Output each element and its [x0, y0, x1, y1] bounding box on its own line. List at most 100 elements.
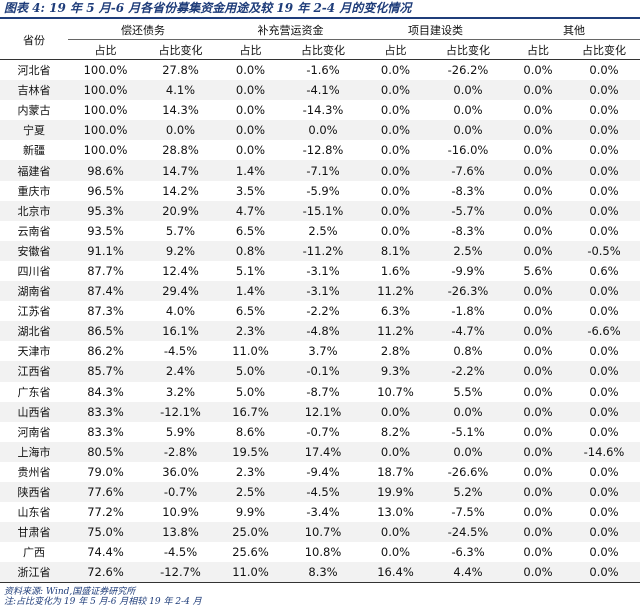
value-cell: -1.6% [283, 59, 363, 81]
value-cell: 86.2% [68, 341, 143, 362]
table-row: 宁夏 100.0% 0.0% 0.0% 0.0% 0.0% 0.0% 0.0% 0.0% [0, 120, 640, 141]
province-cell: 福建省 [0, 160, 68, 181]
province-cell: 贵州省 [0, 461, 68, 482]
value-cell: 3.7% [283, 341, 363, 362]
value-cell: 9.2% [143, 240, 218, 261]
value-cell: 83.3% [68, 401, 143, 422]
value-cell: -12.1% [143, 401, 218, 422]
table-row: 内蒙古 100.0% 14.3% 0.0% -14.3% 0.0% 0.0% 0.0% 0.0% [0, 100, 640, 121]
value-cell: -2.2% [283, 301, 363, 322]
value-cell: 0.0% [508, 321, 568, 342]
value-cell: 20.9% [143, 200, 218, 221]
province-cell: 江西省 [0, 361, 68, 382]
value-cell: 0.0% [428, 120, 508, 141]
value-cell: 0.0% [508, 140, 568, 161]
value-cell: 10.8% [283, 542, 363, 563]
table-row: 甘肃省 75.0% 13.8% 25.0% 10.7% 0.0% -24.5% 0.0% 0.0… [0, 522, 640, 543]
value-cell: 0.0% [218, 80, 283, 101]
value-cell: 0.0% [283, 120, 363, 141]
value-cell: -7.1% [283, 160, 363, 181]
value-cell: 9.9% [218, 502, 283, 523]
value-cell: 10.7% [283, 522, 363, 543]
value-cell: -12.8% [283, 140, 363, 161]
value-cell: 0.0% [568, 481, 640, 503]
table-row: 河北省 100.0% 27.8% 0.0% -1.6% 0.0% -26.2% 0.0% 0.0… [0, 59, 640, 81]
value-cell: 0.0% [363, 160, 428, 181]
value-cell: 84.3% [68, 381, 143, 402]
value-cell: 14.7% [143, 160, 218, 181]
value-cell: 0.8% [428, 341, 508, 362]
province-cell: 湖北省 [0, 321, 68, 342]
value-cell: -2.8% [143, 441, 218, 462]
value-cell: 27.8% [143, 59, 218, 81]
group-header-working-capital: 补充营运资金 [218, 20, 363, 40]
province-header: 省份 [0, 20, 68, 60]
value-cell: 0.0% [363, 100, 428, 121]
value-cell: 0.0% [363, 180, 428, 201]
value-cell: -14.6% [568, 441, 640, 462]
value-cell: 0.0% [568, 461, 640, 482]
value-cell: -7.6% [428, 160, 508, 181]
value-cell: 0.0% [508, 441, 568, 462]
value-cell: -4.5% [143, 341, 218, 362]
value-cell: -9.9% [428, 260, 508, 282]
value-cell: -24.5% [428, 522, 508, 543]
value-cell: 0.0% [568, 421, 640, 442]
sub-header: 占比变化 [283, 39, 363, 60]
value-cell: 0.0% [218, 140, 283, 161]
value-cell: 0.0% [508, 381, 568, 402]
value-cell: 0.0% [428, 441, 508, 462]
value-cell: 100.0% [68, 120, 143, 141]
table-row: 广东省 84.3% 3.2% 5.0% -8.7% 10.7% 5.5% 0.0% 0.0% [0, 381, 640, 402]
value-cell: -11.2% [283, 240, 363, 261]
value-cell: 0.0% [568, 341, 640, 362]
value-cell: 36.0% [143, 461, 218, 482]
value-cell: 28.8% [143, 140, 218, 161]
figure-title: 图表 4: 19 年 5 月-6 月各省份募集资金用途及较 19 年 2-4 月… [4, 1, 412, 15]
value-cell: 0.0% [508, 562, 568, 584]
value-cell: 93.5% [68, 220, 143, 241]
value-cell: 11.2% [363, 321, 428, 342]
value-cell: 0.0% [508, 341, 568, 362]
value-cell: 2.8% [363, 341, 428, 362]
value-cell: 0.8% [218, 240, 283, 261]
value-cell: 0.0% [363, 120, 428, 141]
value-cell: 0.0% [568, 59, 640, 81]
value-cell: 0.0% [508, 100, 568, 121]
sub-header: 占比 [68, 39, 143, 60]
value-cell: 5.6% [508, 260, 568, 282]
value-cell: 4.1% [143, 80, 218, 101]
value-cell: 0.0% [508, 180, 568, 201]
funding-usage-table: 省份 偿还债务 补充营运资金 项目建设类 其他 占比 占比变化 占比 占比变化 … [0, 20, 640, 584]
value-cell: 75.0% [68, 522, 143, 543]
value-cell: 13.0% [363, 502, 428, 523]
value-cell: 4.0% [143, 301, 218, 322]
value-cell: 0.0% [568, 100, 640, 121]
value-cell: 10.9% [143, 502, 218, 523]
value-cell: 0.0% [428, 100, 508, 121]
province-cell: 广西 [0, 542, 68, 563]
value-cell: 6.5% [218, 301, 283, 322]
value-cell: -12.7% [143, 562, 218, 584]
province-cell: 广东省 [0, 381, 68, 402]
value-cell: 5.7% [143, 220, 218, 241]
value-cell: 6.3% [363, 301, 428, 322]
value-cell: 8.1% [363, 240, 428, 261]
value-cell: 19.5% [218, 441, 283, 462]
value-cell: -8.3% [428, 220, 508, 241]
value-cell: -7.5% [428, 502, 508, 523]
value-cell: 8.6% [218, 421, 283, 442]
province-cell: 上海市 [0, 441, 68, 462]
value-cell: 95.3% [68, 200, 143, 221]
table-row: 天津市 86.2% -4.5% 11.0% 3.7% 2.8% 0.8% 0.0% 0.0% [0, 341, 640, 362]
table-row: 北京市 95.3% 20.9% 4.7% -15.1% 0.0% -5.7% 0.0% 0.0% [0, 200, 640, 221]
province-cell: 甘肃省 [0, 522, 68, 543]
table-row: 湖南省 87.4% 29.4% 1.4% -3.1% 11.2% -26.3% 0.0% 0.0… [0, 281, 640, 302]
value-cell: -0.5% [568, 240, 640, 261]
sub-header: 占比变化 [428, 39, 508, 60]
province-cell: 宁夏 [0, 120, 68, 141]
value-cell: 25.6% [218, 542, 283, 563]
value-cell: 0.0% [363, 401, 428, 422]
value-cell: 0.0% [363, 542, 428, 563]
sub-header: 占比 [508, 39, 568, 60]
